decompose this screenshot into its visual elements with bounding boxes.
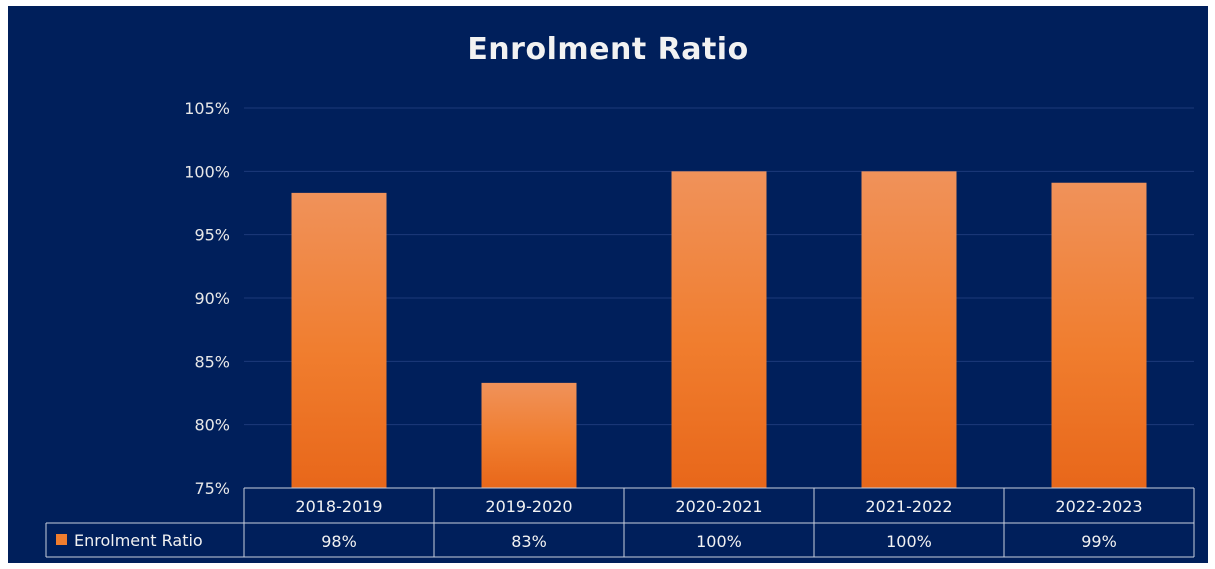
chart-title: Enrolment Ratio <box>467 32 749 67</box>
y-tick-label: 100% <box>184 162 230 181</box>
data-label: 99% <box>1081 532 1117 551</box>
x-tick-label: 2021-2022 <box>865 497 952 516</box>
bar <box>1051 182 1147 488</box>
y-tick-label: 85% <box>194 352 230 371</box>
y-tick-label: 90% <box>194 289 230 308</box>
y-tick-label: 80% <box>194 416 230 435</box>
y-tick-label: 95% <box>194 226 230 245</box>
bar <box>671 171 767 489</box>
legend-swatch <box>56 534 67 545</box>
data-label: 100% <box>886 532 932 551</box>
y-tick-label: 105% <box>184 99 230 118</box>
y-tick-label: 75% <box>194 479 230 498</box>
bar <box>291 192 387 488</box>
bar-chart: 75% 80% 85% 90% 95% 100% 105% 2018-2019 98% 2019-… <box>45 99 1195 558</box>
x-tick-label: 2019-2020 <box>485 497 572 516</box>
x-tick-label: 2022-2023 <box>1055 497 1142 516</box>
data-label: 83% <box>511 532 547 551</box>
data-label: 98% <box>321 532 357 551</box>
chart-frame: Enrolment Ratio 75% 80% 85% 90% 95% 100% 105% 2… <box>8 6 1208 563</box>
bar <box>481 382 577 488</box>
bar <box>861 171 957 489</box>
data-label: 100% <box>696 532 742 551</box>
x-tick-label: 2020-2021 <box>675 497 762 516</box>
x-tick-label: 2018-2019 <box>295 497 382 516</box>
legend-label: Enrolment Ratio <box>74 531 203 550</box>
